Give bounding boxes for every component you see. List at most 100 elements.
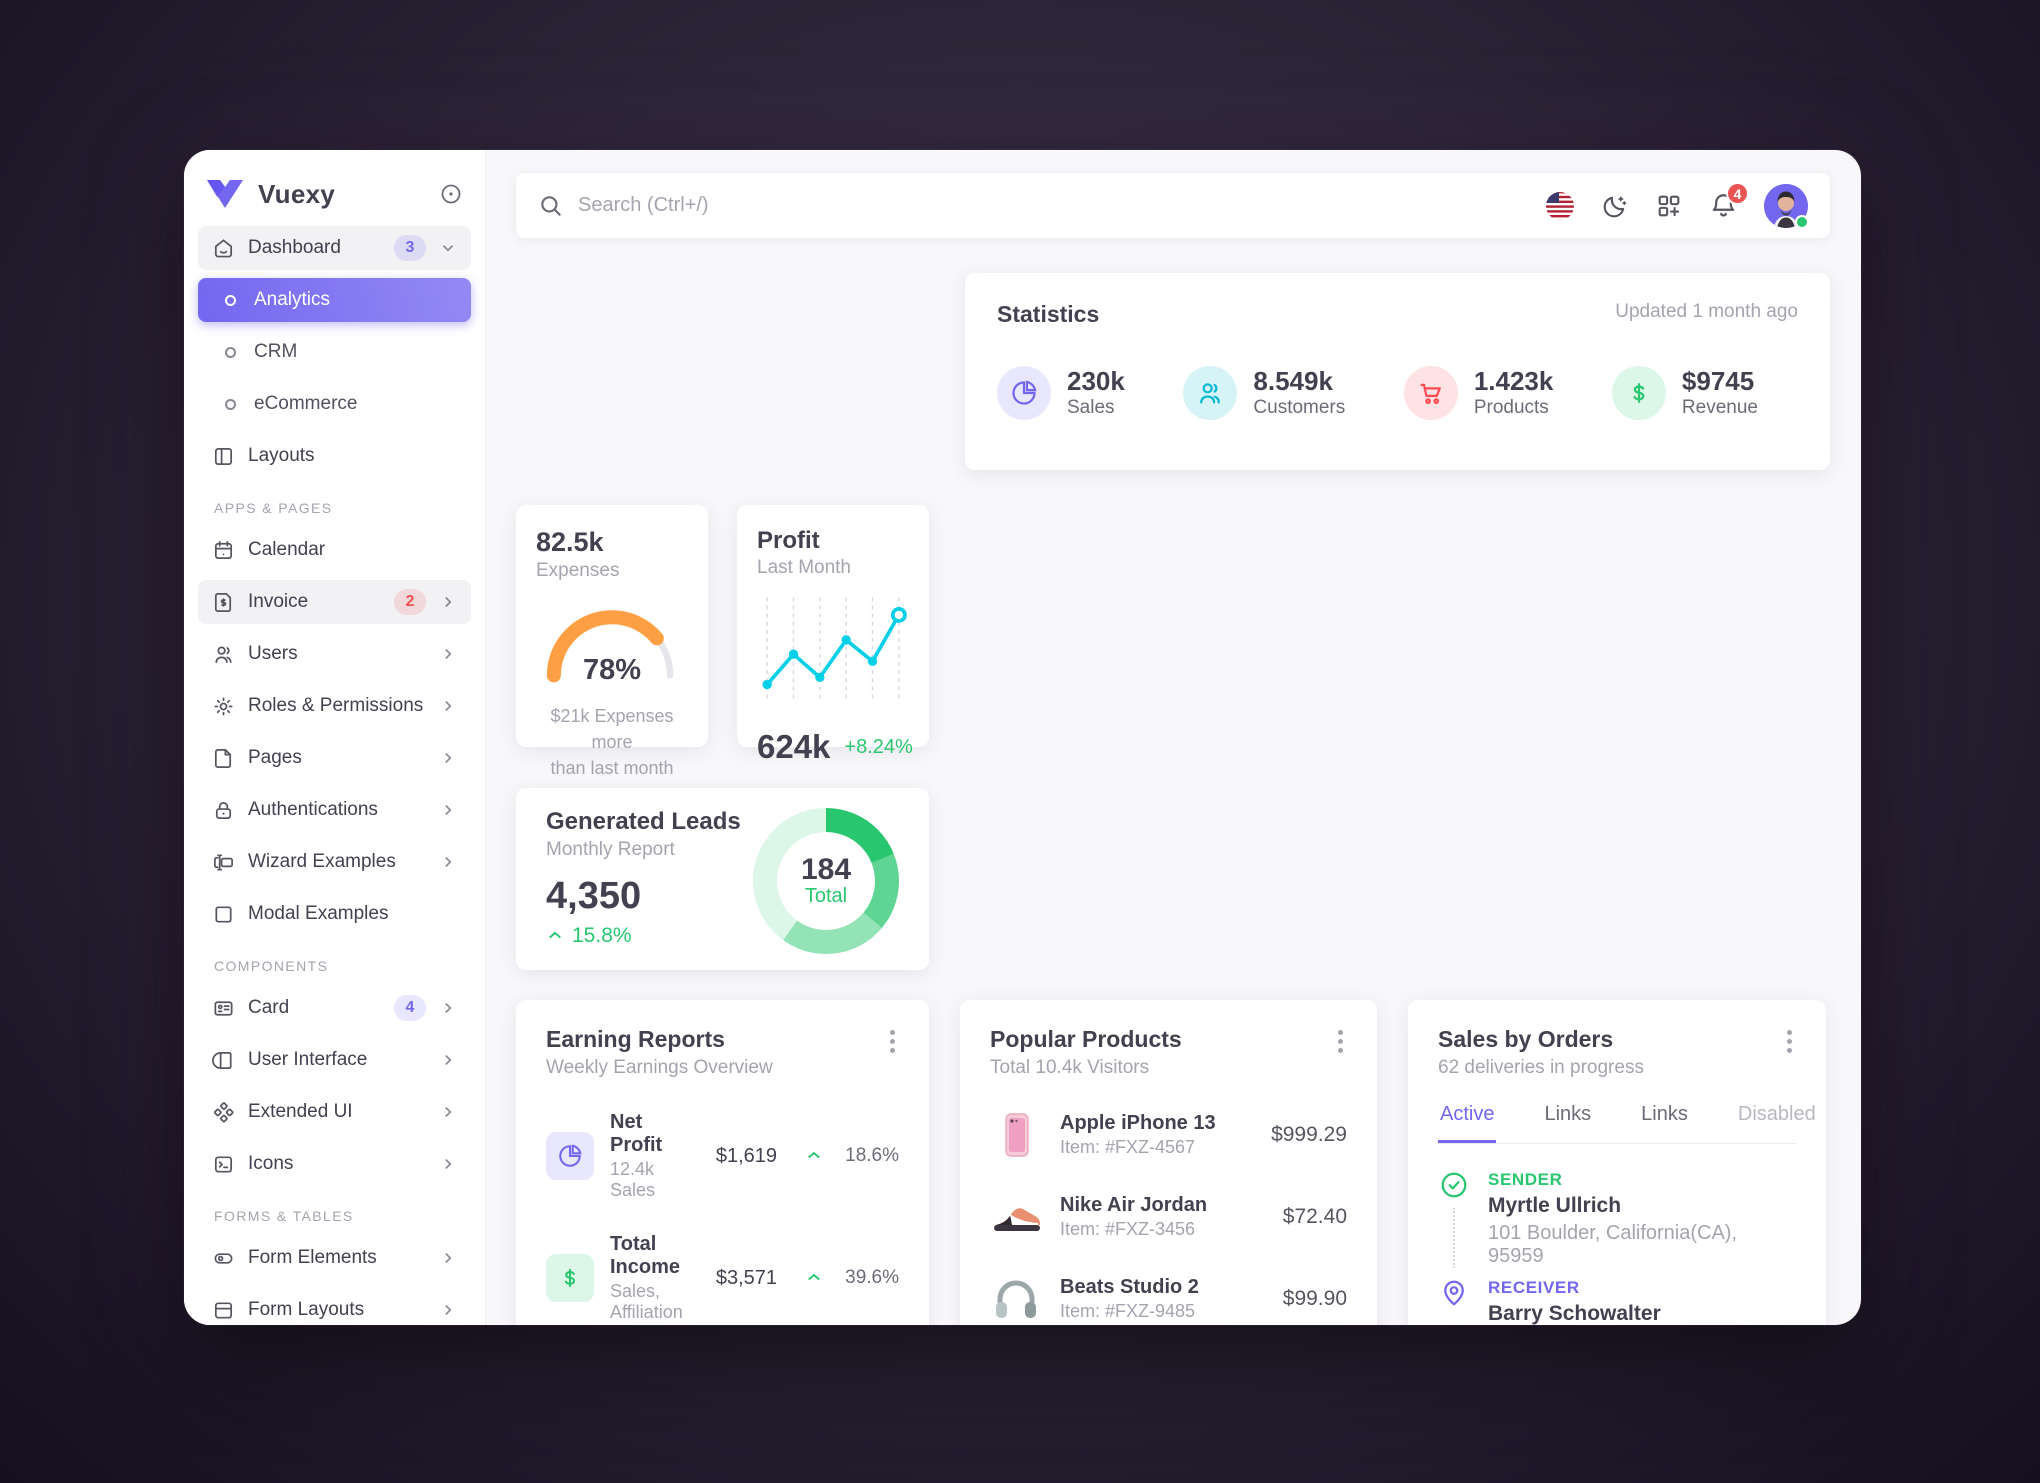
top-searchbar: 4	[516, 173, 1830, 238]
sidebar-item-extended-ui[interactable]: Extended UI	[198, 1090, 471, 1134]
chevron-right-icon	[445, 804, 452, 816]
earning-row-net-profit: Net Profit 12.4k Sales $1,619 18.6%	[546, 1111, 899, 1201]
more-options-icon[interactable]	[1334, 1026, 1347, 1057]
sidebar: Vuexy Dashboard 3 Analytics CRM eCommerc…	[184, 150, 485, 1325]
sidebar-item-form-layouts[interactable]: Form Layouts	[198, 1288, 471, 1325]
leads-donut-total: 184	[800, 852, 852, 886]
sidebar-item-pages[interactable]: Pages	[198, 736, 471, 780]
product-row-beats: Beats Studio 2 Item: #FXZ-9485 $99.90	[990, 1273, 1347, 1325]
vuexy-logo-icon	[207, 180, 243, 208]
notifications-bell-icon[interactable]: 4	[1709, 182, 1749, 220]
stat-sales: 230k Sales	[997, 366, 1125, 420]
sidebar-item-authentications[interactable]: Authentications	[198, 788, 471, 832]
sidebar-item-analytics[interactable]: Analytics	[198, 278, 471, 322]
stat-revenue: $9745 Revenue	[1611, 366, 1758, 420]
leads-title: Generated Leads	[546, 808, 741, 835]
stat-products: 1.423k Products	[1403, 366, 1553, 420]
notification-count-badge: 4	[1726, 182, 1749, 205]
timeline-sender: SENDER Myrtle Ullrich 101 Boulder, Calif…	[1438, 1170, 1796, 1268]
online-status-dot	[1795, 214, 1809, 229]
trend-up-icon	[549, 931, 561, 939]
map-pin-icon	[1444, 1280, 1464, 1306]
sales-by-orders-title: Sales by Orders	[1438, 1026, 1614, 1052]
timeline-connector	[1453, 1208, 1455, 1268]
shortcuts-grid-icon[interactable]	[1655, 192, 1683, 220]
brand[interactable]: Vuexy	[198, 172, 471, 216]
earning-row-total-income: Total Income Sales, Affiliation $3,571 3…	[546, 1233, 899, 1323]
sidebar-item-form-elements[interactable]: Form Elements	[198, 1236, 471, 1280]
tab-links-2[interactable]: Links	[1641, 1103, 1688, 1125]
form-layout-icon	[214, 1301, 233, 1319]
dollar-icon	[564, 1268, 576, 1288]
expenses-value: 82.5k	[536, 527, 604, 557]
more-options-icon[interactable]	[886, 1026, 899, 1057]
square-icon	[215, 905, 232, 923]
tab-disabled[interactable]: Disabled	[1737, 1103, 1816, 1125]
users-icon	[1200, 383, 1221, 404]
wizard-icon	[214, 853, 233, 871]
sidebar-item-icons[interactable]: Icons	[198, 1142, 471, 1186]
dot-icon	[225, 294, 236, 306]
headphones-product-image	[990, 1273, 1042, 1325]
generated-leads-card: Generated Leads Monthly Report 4,350 15.…	[516, 788, 929, 970]
sidebar-item-invoice[interactable]: Invoice 2	[198, 580, 471, 624]
sidebar-item-calendar[interactable]: Calendar	[198, 528, 471, 572]
chevron-right-icon	[445, 856, 452, 868]
earning-reports-title: Earning Reports	[546, 1026, 725, 1052]
product-row-iphone: Apple iPhone 13 Item: #FXZ-4567 $999.29	[990, 1109, 1347, 1161]
sidebar-item-ecommerce[interactable]: eCommerce	[198, 382, 471, 426]
file-icon	[214, 748, 232, 768]
dark-mode-moon-icon[interactable]	[1601, 192, 1629, 220]
profit-delta: +8.24%	[844, 735, 913, 758]
sidebar-item-roles-permissions[interactable]: Roles & Permissions	[198, 684, 471, 728]
diamonds-icon	[213, 1101, 234, 1122]
sidebar-section-header: APPS & PAGES	[214, 500, 333, 516]
pie-chart-icon	[559, 1144, 582, 1167]
profit-subtitle: Last Month	[757, 557, 851, 578]
dollar-icon	[1633, 383, 1645, 403]
toggle-icon	[214, 1252, 233, 1264]
popular-products-card: Popular Products Total 10.4k Visitors	[960, 1000, 1377, 1325]
user-avatar[interactable]	[1764, 183, 1809, 229]
chevron-right-icon	[445, 1252, 452, 1264]
leads-value: 4,350	[546, 875, 642, 917]
notebook-icon	[212, 1051, 232, 1069]
tab-links-1[interactable]: Links	[1544, 1103, 1592, 1125]
chevron-right-icon	[445, 596, 452, 608]
invoice-badge: 2	[394, 589, 426, 615]
terminal-icon	[214, 1155, 233, 1173]
tab-active[interactable]: Active	[1438, 1103, 1497, 1143]
sidebar-item-wizard-examples[interactable]: Wizard Examples	[198, 840, 471, 884]
cart-icon	[1420, 383, 1441, 405]
language-flag-icon[interactable]	[1545, 191, 1575, 221]
calendar-icon	[214, 540, 233, 559]
sidebar-item-modal-examples[interactable]: Modal Examples	[198, 892, 471, 936]
sidebar-item-card[interactable]: Card 4	[198, 986, 471, 1030]
sidebar-pin-icon[interactable]	[439, 182, 463, 206]
check-circle-icon	[1441, 1172, 1467, 1198]
sidebar-item-dashboard[interactable]: Dashboard 3	[198, 226, 471, 270]
chevron-right-icon	[445, 648, 452, 660]
search-icon	[541, 195, 561, 216]
search-input[interactable]	[578, 194, 1531, 217]
sidebar-item-layouts[interactable]: Layouts	[198, 434, 471, 478]
expenses-gauge-arc	[546, 610, 678, 683]
chevron-right-icon	[445, 1106, 452, 1118]
sidebar-item-crm[interactable]: CRM	[198, 330, 471, 374]
header-actions: 4	[1545, 182, 1809, 229]
dot-icon	[225, 346, 236, 358]
sidebar-item-user-interface[interactable]: User Interface	[198, 1038, 471, 1082]
brand-name: Vuexy	[258, 178, 336, 209]
product-row-nike: Nike Air Jordan Item: #FXZ-3456 $72.40	[990, 1191, 1347, 1243]
statistics-updated: Updated 1 month ago	[1615, 301, 1798, 322]
more-options-icon[interactable]	[1783, 1026, 1796, 1057]
home-icon	[214, 238, 233, 257]
lock-icon	[215, 801, 232, 819]
sidebar-section-header: FORMS & TABLES	[214, 1208, 354, 1224]
main-content: 4 Statistics Upd	[485, 150, 1861, 1325]
app-window: Vuexy Dashboard 3 Analytics CRM eCommerc…	[184, 150, 1861, 1325]
sidebar-item-users[interactable]: Users	[198, 632, 471, 676]
expenses-note: $21k Expenses more than last month	[550, 706, 674, 779]
pie-chart-icon	[1012, 380, 1037, 405]
profit-title: Profit	[757, 527, 820, 554]
